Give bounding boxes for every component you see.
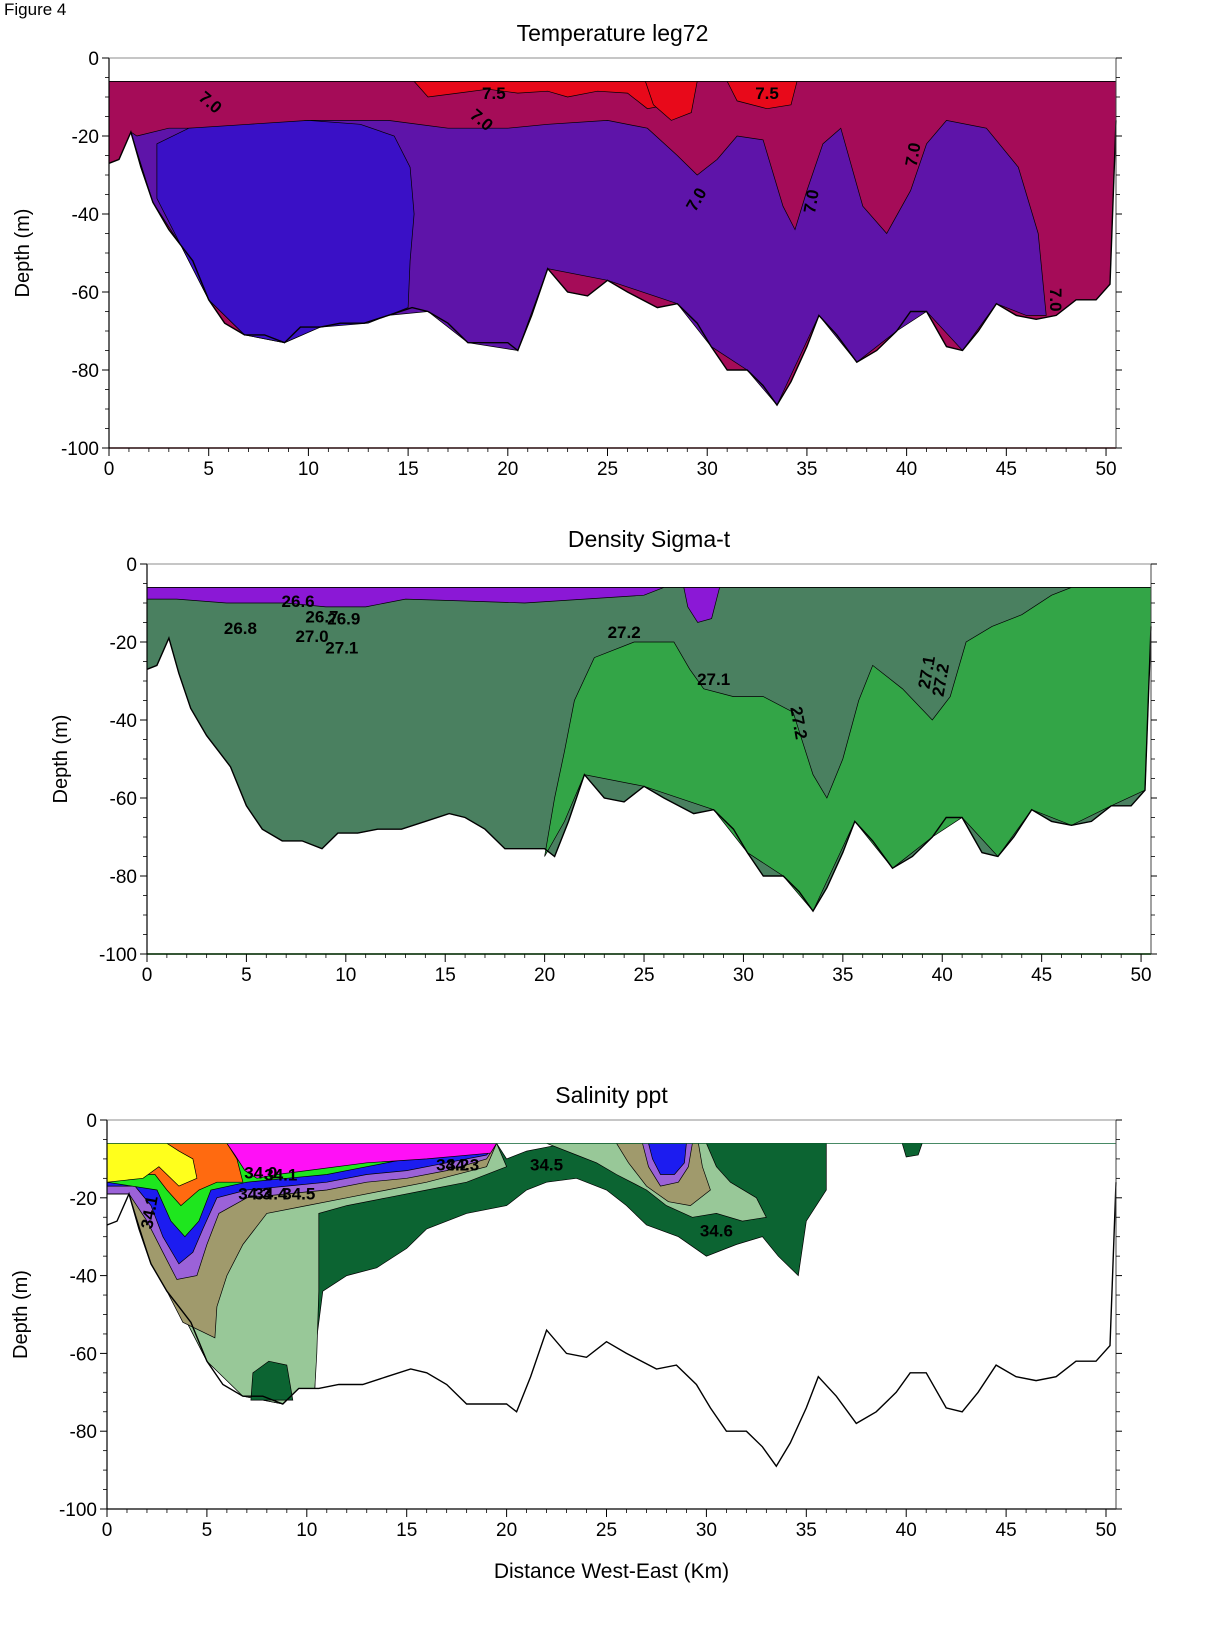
x-tick-label: 15 [435, 965, 456, 986]
temp-cold-region [156, 120, 415, 344]
seafloor-line [106, 1182, 1117, 1468]
x-tick-label: 30 [696, 1520, 717, 1541]
y-tick-label: -60 [110, 789, 137, 810]
contour-label: 34.3 [238, 1185, 271, 1204]
x-tick-label: 20 [497, 459, 518, 480]
panel-title: Density Sigma-t [568, 526, 731, 552]
contour-label: 27.1 [325, 639, 358, 658]
panel-3-contour-labels: 34.034.134.334.434.534.234.3 34.534.634.1 [137, 1156, 733, 1241]
y-axis-label: Depth (m) [12, 209, 34, 298]
x-tick-label: 35 [832, 965, 853, 986]
x-tick-label: 5 [202, 1520, 213, 1541]
x-tick-label: 25 [596, 1520, 617, 1541]
x-tick-label: 0 [142, 965, 153, 986]
x-tick-label: 0 [102, 1520, 113, 1541]
x-tick-label: 25 [597, 459, 618, 480]
contour-label: 26.8 [224, 619, 257, 638]
x-tick-label: 40 [932, 965, 953, 986]
salinity-fresh-region [106, 1142, 198, 1187]
figure-label: Figure 4 [4, 0, 67, 19]
y-tick-label: -20 [72, 127, 99, 148]
x-tick-label: 5 [203, 459, 214, 480]
density-field [146, 587, 1152, 955]
temperature-field [108, 81, 1117, 449]
y-axis-label: Depth (m) [10, 1270, 32, 1359]
x-tick-label: 30 [697, 459, 718, 480]
y-tick-label: 0 [88, 49, 99, 70]
x-tick-label: 45 [1031, 965, 1052, 986]
x-tick-label: 20 [534, 965, 555, 986]
x-tick-label: 10 [335, 965, 356, 986]
seafloor-line [108, 120, 1117, 407]
x-tick-label: 25 [633, 965, 654, 986]
y-tick-label: -100 [59, 1500, 97, 1521]
x-tick-label: 50 [1130, 965, 1151, 986]
x-tick-label: 50 [1095, 459, 1116, 480]
contour-label: 7.5 [755, 84, 779, 103]
y-tick-label: -80 [70, 1422, 97, 1443]
contour-label: 34.5 [282, 1185, 315, 1204]
contour-label: 27.0 [295, 627, 328, 646]
salinity-field [106, 1142, 1117, 1468]
salinity-magenta-region [226, 1142, 498, 1179]
contour-label: 7.5 [482, 84, 506, 103]
x-tick-label: 45 [996, 1520, 1017, 1541]
y-tick-label: -20 [70, 1189, 97, 1210]
contour-label: 27.1 [697, 670, 730, 689]
y-tick-label: -60 [72, 283, 99, 304]
y-tick-label: 0 [126, 555, 137, 576]
contour-label: 34.0 [244, 1163, 277, 1182]
x-axis-label: Distance West-East (Km) [494, 1560, 729, 1583]
contour-label: 34.3 [446, 1156, 479, 1175]
contour-label: 26.9 [327, 609, 360, 628]
x-tick-label: 40 [896, 1520, 917, 1541]
x-tick-label: 5 [241, 965, 252, 986]
y-tick-label: -80 [110, 867, 137, 888]
x-tick-label: 40 [896, 459, 917, 480]
x-tick-label: 20 [496, 1520, 517, 1541]
x-tick-label: 35 [796, 1520, 817, 1541]
x-tick-label: 10 [296, 1520, 317, 1541]
x-tick-label: 15 [398, 459, 419, 480]
contour-label: 7.0 [902, 141, 925, 168]
seafloor-line [146, 626, 1152, 913]
contour-label: 34.4 [254, 1185, 288, 1204]
y-tick-label: -20 [110, 633, 137, 654]
contour-label: 27.2 [608, 623, 641, 642]
y-tick-label: -80 [72, 361, 99, 382]
contour-label: 26.7 [305, 608, 338, 627]
contour-label: 34.1 [264, 1165, 297, 1184]
y-tick-label: -40 [70, 1267, 97, 1288]
y-tick-label: -60 [70, 1344, 97, 1365]
x-tick-label: 0 [104, 459, 115, 480]
contour-label: 34.6 [700, 1222, 733, 1241]
contour-label: 26.6 [282, 592, 315, 611]
contour-label: 34.2 [436, 1156, 469, 1175]
y-tick-label: -100 [99, 945, 137, 966]
x-tick-label: 30 [733, 965, 754, 986]
density-heavy-region [544, 587, 1152, 912]
y-tick-label: -40 [110, 711, 137, 732]
y-tick-label: -100 [61, 439, 99, 460]
x-tick-label: 45 [996, 459, 1017, 480]
x-tick-label: 35 [796, 459, 817, 480]
panel-title: Temperature leg72 [517, 20, 709, 46]
contour-label: 7.0 [1046, 288, 1065, 312]
y-axis-label: Depth (m) [50, 715, 72, 804]
y-tick-label: -40 [72, 205, 99, 226]
contour-label: 7.0 [800, 188, 823, 215]
x-tick-label: 15 [396, 1520, 417, 1541]
y-tick-label: 0 [86, 1111, 97, 1132]
x-tick-label: 50 [1095, 1520, 1116, 1541]
contour-label: 34.5 [530, 1156, 563, 1175]
x-tick-label: 10 [298, 459, 319, 480]
salinity-dark-spot [901, 1142, 923, 1158]
density-light-region [146, 587, 665, 608]
panel-title: Salinity ppt [555, 1082, 668, 1108]
